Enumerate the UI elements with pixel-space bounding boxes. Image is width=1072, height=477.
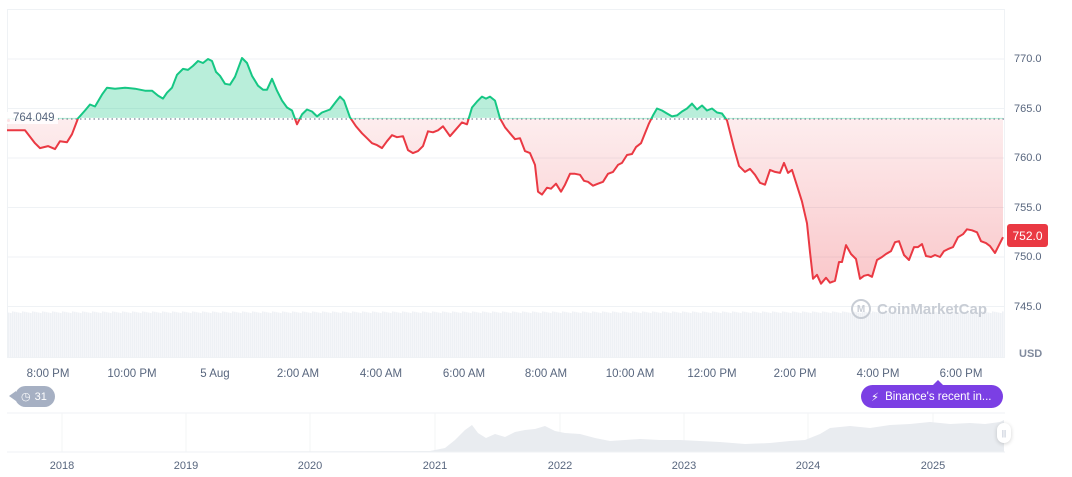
x-tick-label: 8:00 PM — [26, 368, 70, 380]
lightning-icon: ⚡︎ — [871, 391, 880, 404]
price-line-down — [7, 119, 1004, 285]
x-tick-label: 6:00 AM — [442, 368, 486, 380]
y-tick-label: 770.0 — [1014, 53, 1042, 65]
area-up — [7, 58, 1003, 119]
history-icon: ◷ — [21, 391, 31, 403]
volume-bars — [8, 311, 1004, 357]
y-tick-label: 760.0 — [1014, 152, 1042, 164]
navigator-year-label: 2018 — [49, 460, 75, 472]
x-tick-label: 2:00 AM — [276, 368, 320, 380]
watermark-text: CoinMarketCap — [877, 300, 988, 318]
x-tick-label: 5 Aug — [200, 368, 230, 380]
news-pill-text: Binance's recent in... — [885, 390, 992, 403]
y-tick-label: 745.0 — [1014, 300, 1042, 313]
y-tick-label: 755.0 — [1014, 201, 1042, 214]
current-price-tag: 752.0 — [1007, 224, 1048, 247]
baseline-label: 764.049 — [5, 112, 58, 124]
navigator-year-label: 2021 — [422, 460, 448, 472]
chart-plot-area[interactable] — [7, 9, 1005, 358]
history-badge[interactable]: ◷ 31 — [9, 386, 55, 407]
navigator-year-label: 2025 — [920, 460, 946, 472]
x-tick-label: 10:00 AM — [605, 368, 655, 380]
y-axis-unit: USD — [1019, 348, 1043, 360]
y-tick-label: 765.0 — [1014, 102, 1042, 115]
x-tick-label: 4:00 PM — [856, 368, 900, 380]
navigator-handle[interactable]: || — [997, 423, 1011, 443]
watermark: M CoinMarketCap — [851, 299, 987, 319]
navigator-year-label: 2023 — [671, 460, 697, 472]
x-tick-label: 6:00 PM — [939, 368, 983, 380]
navigator-area[interactable] — [7, 412, 1005, 453]
coinmarketcap-logo-icon: M — [851, 299, 871, 319]
navigator-year-label: 2022 — [547, 460, 573, 472]
y-tick-label: 750.0 — [1014, 251, 1042, 263]
x-tick-label: 2:00 PM — [773, 368, 817, 380]
area-down — [7, 119, 1003, 284]
x-tick-label: 8:00 AM — [524, 368, 568, 380]
navigator-year-label: 2019 — [173, 460, 199, 472]
navigator-year-label: 2020 — [297, 460, 323, 472]
navigator-year-label: 2024 — [795, 460, 821, 472]
history-count: 31 — [34, 390, 47, 403]
price-line-up — [76, 57, 728, 119]
x-tick-label: 10:00 PM — [107, 368, 157, 380]
x-tick-label: 4:00 AM — [359, 368, 403, 380]
x-tick-label: 12:00 PM — [687, 368, 737, 380]
news-pill[interactable]: ⚡︎ Binance's recent in... — [861, 380, 1004, 408]
